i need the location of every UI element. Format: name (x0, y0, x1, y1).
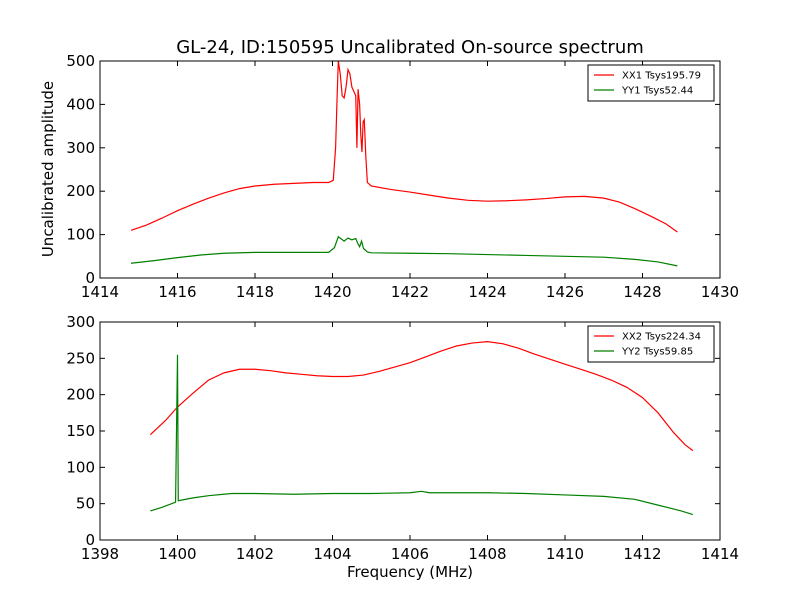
y-tick-label: 100 (66, 458, 95, 476)
y-tick-label: 200 (66, 182, 95, 200)
series-line-yy1 (130, 235, 678, 267)
y-tick-label: 250 (66, 349, 95, 367)
x-tick-label: 1430 (701, 283, 739, 301)
y-tick-label: 500 (66, 52, 95, 70)
x-tick-label: 1402 (236, 545, 274, 563)
y-tick-label: 300 (66, 139, 95, 157)
x-tick-label: 1414 (81, 283, 119, 301)
x-tick-label: 1406 (391, 545, 429, 563)
x-tick-label: 1400 (158, 545, 196, 563)
x-tick-label: 1416 (158, 283, 196, 301)
y-tick-label: 150 (66, 422, 95, 440)
y-tick-label: 400 (66, 95, 95, 113)
y-tick-label: 50 (76, 495, 95, 513)
series-line-yy2 (150, 354, 694, 516)
bottom-panel: 1398 1400 1402 1404 1406 1408 1410 1412 1414 0 50 1… (66, 313, 739, 563)
legend-box (587, 325, 715, 363)
legend-label: YY1 Tsys52.44 (621, 86, 693, 97)
legend-label: XX1 Tsys195.79 (622, 71, 701, 82)
y-tick-label: 0 (85, 269, 95, 287)
top-panel: 1414 1416 1418 1420 1422 1424 1426 1428 1430 0 100… (66, 52, 739, 301)
x-tick-label: 1410 (546, 545, 584, 563)
series-line-xx2 (149, 341, 694, 452)
x-tick-label: 1424 (468, 283, 506, 301)
legend-label: XX2 Tsys224.34 (622, 332, 701, 343)
y-tick-label: 300 (66, 313, 95, 331)
x-tick-label: 1398 (81, 545, 119, 563)
y-tick-label: 200 (66, 386, 95, 404)
x-tick-label: 1408 (468, 545, 506, 563)
x-tick-label: 1426 (546, 283, 584, 301)
x-tick-label: 1422 (391, 283, 429, 301)
series-line-xx1 (130, 60, 678, 233)
x-tick-label: 1428 (623, 283, 661, 301)
x-tick-label: 1418 (236, 283, 274, 301)
x-tick-label: 1404 (313, 545, 351, 563)
y-tick-label: 0 (85, 531, 95, 549)
x-axis-label: Frequency (MHz) (347, 563, 473, 581)
legend-box (587, 64, 715, 102)
x-tick-label: 1414 (701, 545, 739, 563)
x-tick-label: 1420 (313, 283, 351, 301)
figure-title: GL-24, ID:150595 Uncalibrated On-source … (176, 37, 644, 58)
y-axis-label: Uncalibrated amplitude (39, 81, 57, 257)
x-tick-label: 1412 (623, 545, 661, 563)
y-tick-label: 100 (66, 226, 95, 244)
legend-label: YY2 Tsys59.85 (621, 347, 693, 358)
